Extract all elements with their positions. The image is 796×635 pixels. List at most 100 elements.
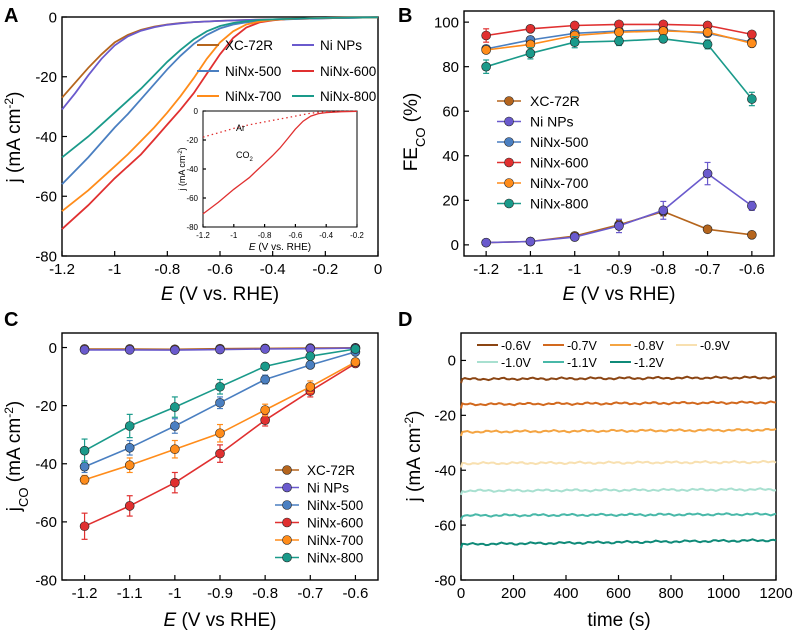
y-tick-label: -40 <box>434 462 456 479</box>
x-tick-label: -0.9 <box>606 261 632 278</box>
panel-d-letter: D <box>398 309 412 331</box>
y-axis-label-mid: (mA cm <box>4 418 25 488</box>
data-point-ninx-700 <box>79 474 90 485</box>
inset-y-axis-label: j (mA cm-2) <box>177 147 187 191</box>
inset-x-axis-label: E (V vs. RHE) <box>249 242 311 253</box>
x-tick-label: 800 <box>658 585 683 602</box>
inset-label-co2: CO2 <box>236 150 254 163</box>
x-tick-label: -1.2 <box>473 261 499 278</box>
data-point-ninx-700 <box>215 428 225 439</box>
data-point-ninx-800 <box>79 445 90 456</box>
y-tick-label: -60 <box>35 514 57 531</box>
legend-label: Ni NPs <box>530 114 574 130</box>
panel-c-plot: -1.2 -1.1 -1 -0.9 -0.8 -0.7 -0.6 -80 -60 -40 -20 0 E… <box>2 332 379 631</box>
y-axis-label-end: (%) <box>401 93 422 128</box>
data-point-ninx-800 <box>702 39 713 50</box>
legend-label: NiNx-800 <box>320 89 376 104</box>
y-axis-label-sub: CO <box>413 128 428 148</box>
y-tick-label: -60 <box>434 517 456 534</box>
x-tick-label: 200 <box>501 585 526 602</box>
x-tick-label: -1.1 <box>517 261 543 278</box>
series-line--1-1v <box>460 512 777 520</box>
data-point-ninx-800 <box>481 61 491 72</box>
legend-label: NiNx-700 <box>530 175 589 191</box>
data-point-ninx-600 <box>481 30 491 41</box>
inset-y-axis-label-end: ) <box>177 147 187 150</box>
legend-swatch-marker <box>282 552 292 563</box>
data-point-ninx-800 <box>260 361 270 372</box>
x-tick-label: -1.2 <box>196 231 210 240</box>
panel-c-letter: C <box>4 309 18 331</box>
y-axis-label-sub: CO <box>16 487 31 507</box>
data-point-ninx-600 <box>260 415 270 425</box>
y-tick-label: -80 <box>434 572 456 589</box>
legend-label: XC-72R <box>530 93 580 109</box>
y-tick-label: -20 <box>186 136 198 145</box>
data-point-ninx-600 <box>124 501 135 511</box>
data-point-ninx-700 <box>260 405 270 415</box>
legend-label: NiNx-600 <box>530 155 589 171</box>
x-axis-label-e: E <box>563 284 576 305</box>
x-tick-label: -0.6 <box>739 261 765 278</box>
legend-label: Ni NPs <box>307 481 349 496</box>
y-axis-label-main: j (mA cm <box>404 428 425 503</box>
legend-label: NiNx-700 <box>225 89 281 104</box>
legend-swatch-marker <box>282 517 292 528</box>
inset-label-co2-main: CO <box>236 150 250 160</box>
inset-x-axis-label-rest: (V vs. RHE) <box>256 242 312 253</box>
legend-label: NiNx-600 <box>307 516 363 531</box>
series-line-ninx-800 <box>61 16 379 159</box>
series-line--0-7v <box>460 400 777 409</box>
data-point-ninx-700 <box>702 27 713 37</box>
data-point-ninx-600 <box>79 521 90 532</box>
y-tick-label: 0 <box>194 107 199 116</box>
panel-b: B -1.2 -1.1 -1 -0.9 -0.8 -0.7 -0.6 0 20 40 60 80 100… <box>398 5 775 305</box>
data-point-ninx-700 <box>481 45 491 55</box>
x-tick-label: -0.7 <box>695 261 721 278</box>
x-tick-label: 600 <box>606 585 631 602</box>
inset-series-ar <box>202 110 358 138</box>
series-line--0-9v <box>460 459 777 468</box>
legend-label: XC-72R <box>307 463 355 478</box>
x-tick-label: -1 <box>230 231 238 240</box>
x-tick-label: 0 <box>457 585 465 602</box>
x-tick-label: -0.8 <box>154 261 180 278</box>
legend-swatch-marker <box>282 500 292 510</box>
panel-a-letter: A <box>4 5 18 27</box>
x-tick-label: -0.7 <box>297 585 323 602</box>
y-axis-label-sup: -2 <box>2 98 16 109</box>
y-tick-label: 0 <box>49 340 57 357</box>
data-point-ninx-700 <box>747 38 757 49</box>
data-point-ninx-700 <box>614 27 624 37</box>
data-point-ninx-800 <box>215 381 225 392</box>
series-line--1-2v <box>460 538 777 549</box>
y-tick-label: -80 <box>35 248 57 265</box>
data-point-ni-nps <box>569 232 580 242</box>
x-axis-label: time (s) <box>587 610 650 631</box>
panel-b-letter: B <box>398 5 412 27</box>
legend-label: NiNx-800 <box>530 196 589 212</box>
y-axis-label: j (mA cm-2) <box>2 92 25 184</box>
x-tick-label: -0.8 <box>650 261 676 278</box>
legend-label: -1.1V <box>567 356 598 370</box>
data-point-ninx-800 <box>525 48 536 59</box>
legend-label: -0.6V <box>501 339 532 353</box>
x-tick-label: 1000 <box>707 585 740 602</box>
data-point-ninx-700 <box>350 357 361 367</box>
y-axis-label-main: j <box>4 507 25 512</box>
y-axis-label-end: ) <box>4 401 25 407</box>
panel-a: A -1.2 -1 -0.8 -0.6 -0.4 -0.2 0-80-60-40-200E … <box>2 5 382 305</box>
legend-swatch-marker <box>504 116 514 127</box>
y-tick-label: 60 <box>442 103 459 120</box>
y-tick-label: 0 <box>451 237 459 254</box>
series-line--1-0v <box>460 487 777 496</box>
x-tick-label: -1 <box>108 261 121 278</box>
x-axis-label-rest: (V vs RHE) <box>176 610 276 631</box>
x-axis-label-rest: (V vs RHE) <box>575 284 675 305</box>
x-tick-label: -0.6 <box>207 261 233 278</box>
data-point-ninx-500 <box>215 397 225 408</box>
data-point-ni-nps <box>170 345 180 355</box>
series-line-ninx-800 <box>485 37 753 100</box>
